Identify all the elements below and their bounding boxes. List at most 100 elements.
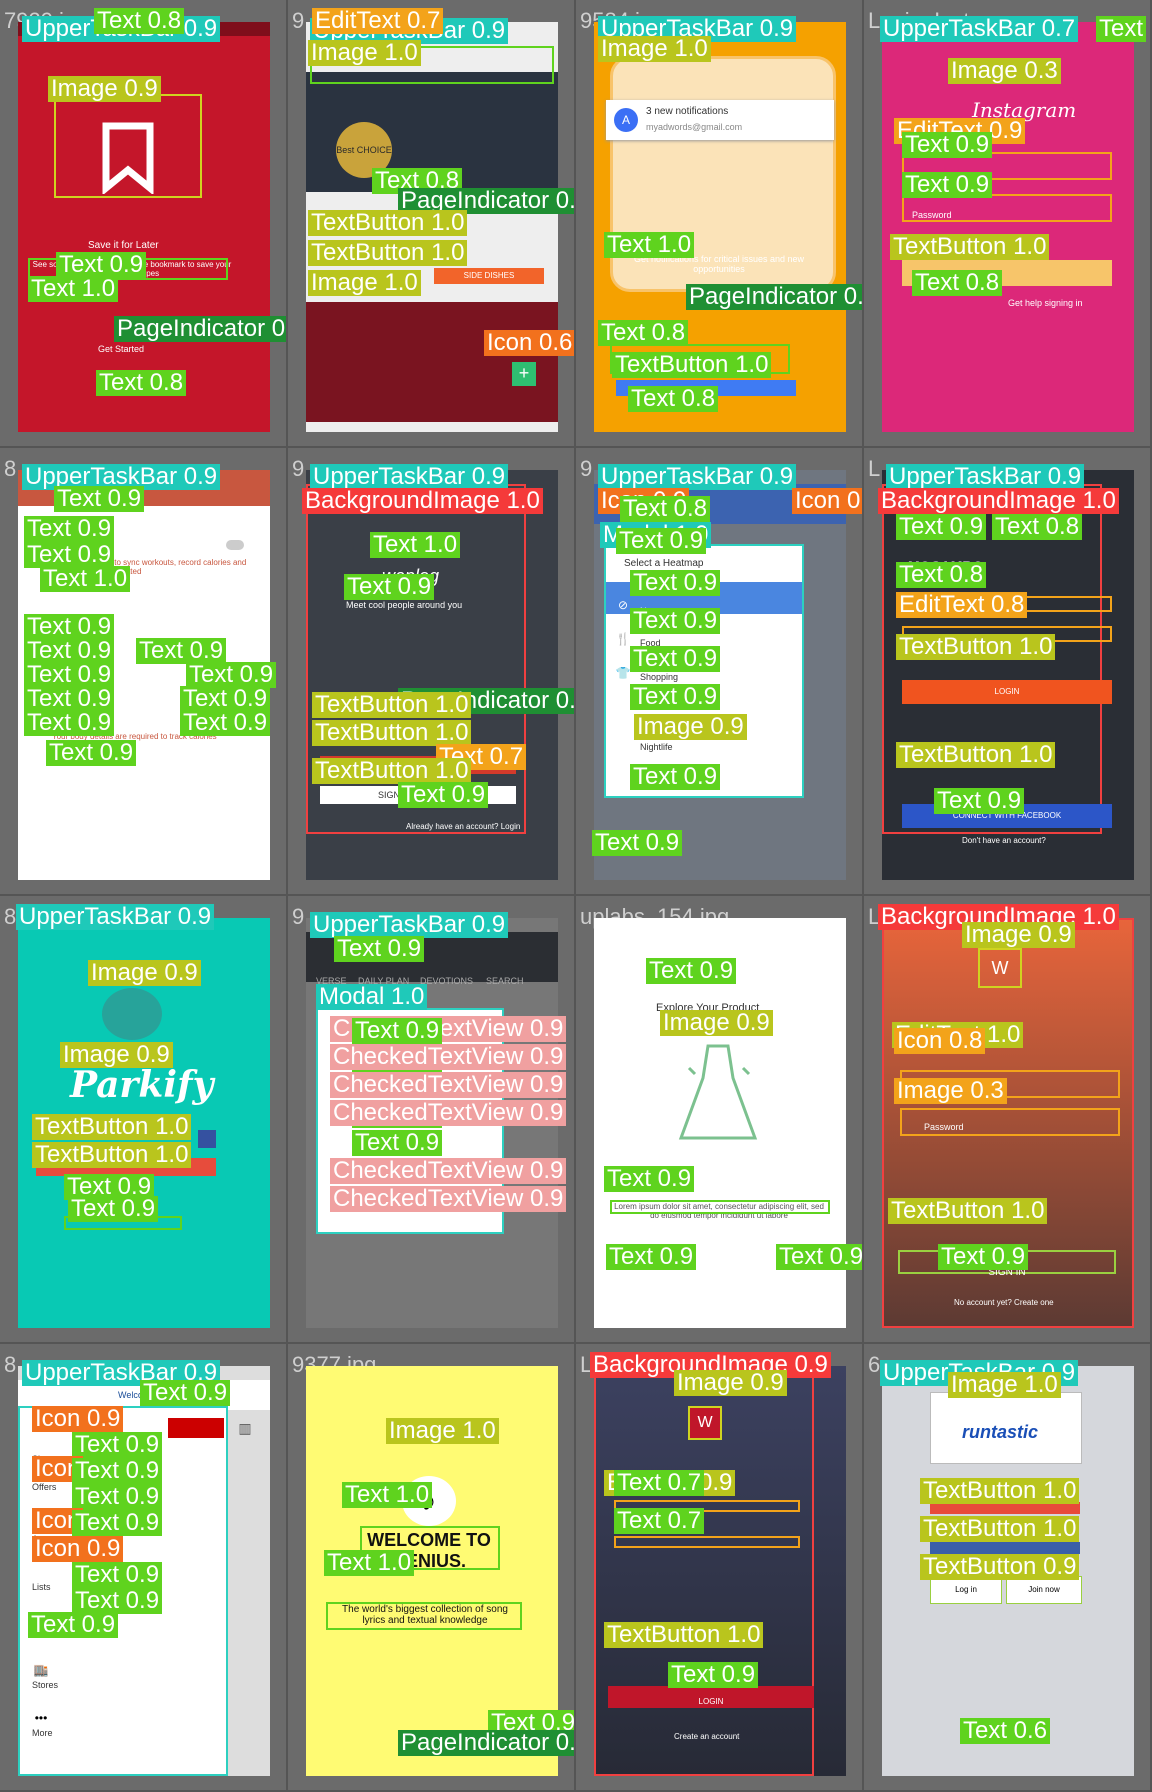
nav-stores[interactable]: Stores: [32, 1680, 59, 1690]
modal-title: Select a Heatmap: [624, 558, 704, 569]
tab-verse[interactable]: VERSE: [316, 976, 347, 986]
login-button[interactable]: LOGIN: [608, 1686, 814, 1708]
label-checkedtextview: CheckedTextView 0.9: [330, 1044, 567, 1070]
label-textbutton: TextButton 1.0: [308, 210, 468, 236]
side-dishes-button[interactable]: SIDE DISHES: [434, 268, 544, 284]
tab-daily-plan[interactable]: DAILY PLAN: [358, 976, 410, 986]
runtastic-logo: runtastic: [962, 1422, 1039, 1442]
label-text: Text 0.9: [934, 788, 1025, 814]
label-pageindicator: PageIndicator 0.9: [114, 316, 286, 342]
label-text: Text 0.9: [180, 710, 271, 736]
label-text: Text 0.9: [630, 764, 721, 790]
label-text: Text 0.9: [28, 1612, 119, 1638]
password-field[interactable]: [900, 1108, 1120, 1136]
label-icon: Icon 0.9: [32, 1536, 124, 1562]
text-box: [610, 1200, 830, 1214]
ads-icon: A: [614, 108, 638, 132]
create-account-link[interactable]: No account yet? Create one: [954, 1298, 1054, 1307]
label-text: Text 0.8: [912, 270, 1003, 296]
heading: Save it for Later: [88, 240, 159, 251]
login-button[interactable]: Log in: [930, 1576, 1002, 1604]
label-textbutton: TextButton 1.0: [32, 1114, 192, 1140]
label-text: Text 0.9: [24, 516, 115, 542]
join-now-button[interactable]: Join now: [1006, 1576, 1082, 1604]
label-textbutton: TextButton 0.9: [920, 1554, 1080, 1580]
nav-more[interactable]: More: [32, 1728, 53, 1738]
cell-2: 9... Best CHOICE SIDE DISHES + UpperTask…: [288, 0, 576, 448]
option-shopping[interactable]: Shopping: [640, 672, 679, 682]
label-uppertaskbar: UpperTaskBar 0.9: [16, 904, 215, 930]
none-icon: ⊘: [617, 598, 629, 612]
help-link[interactable]: Get help signing in: [1008, 298, 1083, 308]
edittext-box[interactable]: [614, 1500, 800, 1512]
label-image: Image 0.9: [962, 922, 1075, 948]
logo-icon: W: [991, 957, 1009, 978]
cell-4: Login_Instagram... Instagram Password Ge…: [864, 0, 1152, 448]
label-text: Text 0.9: [398, 782, 489, 808]
label-image: Image 0.3: [894, 1078, 1007, 1104]
label-textbutton: TextButton 1.0: [312, 758, 472, 784]
label-edittext: EditText 0.7: [312, 8, 444, 34]
parkify-logo: Parkify: [70, 1064, 214, 1106]
label-text: Text 0.9: [630, 646, 721, 672]
label-checkedtextview: CheckedTextView 0.9: [330, 1158, 567, 1184]
logo-card: [930, 1392, 1082, 1464]
footer-hint: Your body details are required to track …: [52, 732, 217, 741]
cell-12: Login_Ca... W Email Password SIGN IN No …: [864, 896, 1152, 1344]
primary-button[interactable]: [930, 1502, 1080, 1514]
label-text: Text 0.9: [186, 662, 277, 688]
login-button[interactable]: LOGIN: [902, 680, 1112, 704]
bookmark-icon: [98, 122, 158, 194]
label-image: Image 1.0: [308, 270, 421, 296]
sync-toggle[interactable]: [226, 540, 244, 550]
username-field[interactable]: [902, 152, 1112, 180]
notification-email: myadwords@gmail.com: [646, 122, 743, 132]
signup-link[interactable]: Don't have an account?: [962, 836, 1046, 845]
get-started-link[interactable]: Get Started: [98, 344, 145, 354]
cell-8: L... MOCAMBO LOGIN CONNECT WITH FACEBOOK…: [864, 448, 1152, 896]
cell-3: 9584.jpg A 3 new notifications myadwords…: [576, 0, 864, 448]
tagline: Meet cool people around you: [346, 600, 463, 610]
tab-devotions[interactable]: DEVOTIONS: [420, 976, 474, 986]
barcode-icon[interactable]: ▥: [238, 1419, 252, 1436]
label-textbutton: TextButton 1.0: [920, 1478, 1080, 1504]
label-checkedtextview: CheckedTextView 0.9: [330, 1186, 567, 1212]
option-food[interactable]: Food: [640, 638, 661, 648]
password-field[interactable]: [902, 194, 1112, 222]
secondary-icon[interactable]: [198, 1130, 216, 1148]
login-link[interactable]: Already have an account? Login: [406, 822, 521, 831]
label-text: Text 0.9: [136, 638, 227, 664]
secondary-button[interactable]: [930, 1542, 1080, 1554]
label-image: Image 0.9: [88, 960, 201, 986]
label-uppertaskbar: UpperTaskBar 0.9: [598, 464, 797, 490]
label-image: Image 0.3: [948, 58, 1061, 84]
edittext-box[interactable]: [614, 1536, 800, 1548]
label-backgroundimage: BackgroundImage 1.0: [878, 488, 1119, 514]
label-text: Text 0.9: [24, 638, 115, 664]
label-modal: Modal 1.0: [316, 984, 428, 1010]
tab-search[interactable]: SEARCH: [486, 976, 524, 986]
text-box: [360, 1526, 500, 1570]
label-text: Text 0.9: [72, 1458, 163, 1484]
nav-offers[interactable]: Offers: [32, 1482, 57, 1492]
create-account-link[interactable]: Create an account: [674, 1732, 740, 1741]
label-text: Text 1.0: [604, 232, 695, 258]
label-pageindicator: PageIndicator 0.8: [398, 188, 574, 214]
app-screen: LIST Select a Heatmap None Food Shopping…: [594, 470, 846, 880]
password-placeholder: Password: [912, 210, 952, 220]
notification-card: A 3 new notifications myadwords@gmail.co…: [606, 100, 834, 140]
label-image: Image 0.9: [48, 76, 161, 102]
label-image: Image 1.0: [598, 36, 711, 62]
label-uppertaskbar: UpperTaskBar 0.9: [310, 912, 509, 938]
label-edittext: EditText 0.8: [896, 592, 1028, 618]
nav-lists[interactable]: Lists: [32, 1582, 51, 1592]
label-image: Image 0.9: [674, 1370, 787, 1396]
logo-icon: W: [688, 1406, 722, 1440]
option-nightlife[interactable]: Nightlife: [640, 742, 673, 752]
label-icon: Icon 0.8: [894, 1028, 986, 1054]
promo-banner: [168, 1418, 224, 1438]
label-text: Text 0.9: [24, 662, 115, 688]
add-icon[interactable]: +: [512, 362, 536, 386]
label-image: Image 0.9: [634, 714, 747, 740]
label-image: Image 1.0: [386, 1418, 499, 1444]
